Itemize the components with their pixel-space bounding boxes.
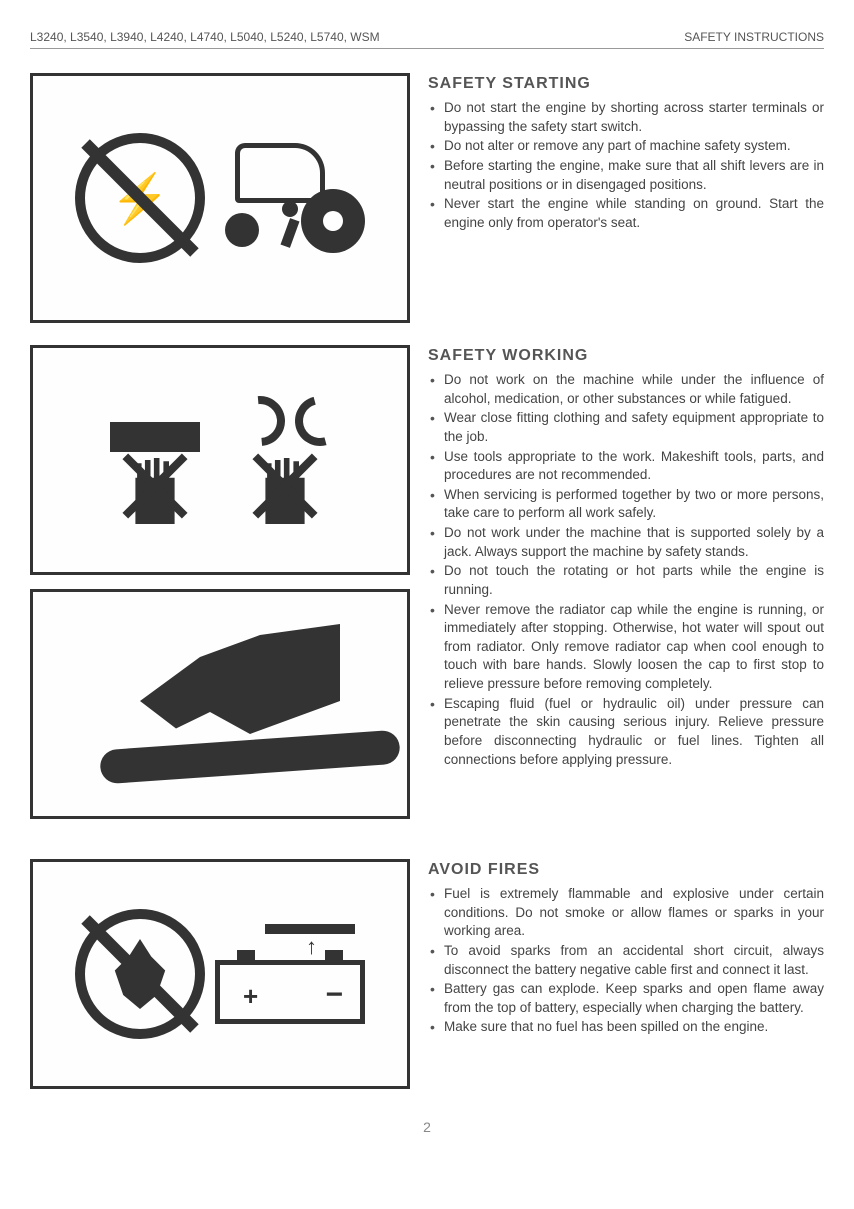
illustration-column: ⚡ [30,73,410,323]
header-left: L3240, L3540, L3940, L4240, L4740, L5040… [30,30,380,44]
text-column: AVOID FIRES Fuel is extremely flammable … [428,859,824,1089]
hand-over-hose-icon [90,624,350,784]
section-safety-starting: ⚡ SAFETY STARTING Do not start the engin… [30,73,824,323]
bullet-item: Never remove the radiator cap while the … [428,601,824,694]
bullet-item: Do not work under the machine that is su… [428,524,824,561]
bullet-item: To avoid sparks from an accidental short… [428,942,824,979]
bullet-item: Battery gas can explode. Keep sparks and… [428,980,824,1017]
battery-disconnect-icon: ↑ +− [215,924,365,1024]
illustration-no-short-start: ⚡ [30,73,410,323]
bullet-item: When servicing is performed together by … [428,486,824,523]
bullet-item: Use tools appropriate to the work. Makes… [428,448,824,485]
section-avoid-fires: ↑ +− AVOID FIRES Fuel is extremely flamm… [30,859,824,1089]
bullet-item: Escaping fluid (fuel or hydraulic oil) u… [428,695,824,770]
pto-glove-icon [100,422,210,524]
bullet-list: Do not work on the machine while under t… [428,371,824,769]
text-column: SAFETY WORKING Do not work on the machin… [428,345,824,819]
spark-icon: ⚡ [110,170,170,227]
section-heading: SAFETY WORKING [428,345,824,367]
rotating-glove-icon [230,396,340,524]
section-safety-working: SAFETY WORKING Do not work on the machin… [30,345,824,819]
prohibit-icon: ⚡ [75,133,205,263]
page-header: L3240, L3540, L3940, L4240, L4740, L5040… [30,30,824,49]
bullet-list: Do not start the engine by shorting acro… [428,99,824,232]
prohibit-icon [75,909,205,1039]
bullet-item: Do not alter or remove any part of machi… [428,137,824,156]
illustration-column [30,345,410,819]
illustration-no-gloves-rotating [30,345,410,575]
bullet-item: Do not touch the rotating or hot parts w… [428,562,824,599]
header-right: SAFETY INSTRUCTIONS [684,30,824,44]
flame-icon [112,939,168,1009]
bullet-item: Do not start the engine by shorting acro… [428,99,824,136]
illustration-column: ↑ +− [30,859,410,1089]
bullet-list: Fuel is extremely flammable and explosiv… [428,885,824,1037]
page-number: 2 [30,1119,824,1135]
tractor-runover-icon [215,143,365,253]
section-heading: AVOID FIRES [428,859,824,881]
bullet-item: Fuel is extremely flammable and explosiv… [428,885,824,941]
bullet-item: Do not work on the machine while under t… [428,371,824,408]
bullet-item: Before starting the engine, make sure th… [428,157,824,194]
illustration-no-fire-battery: ↑ +− [30,859,410,1089]
section-heading: SAFETY STARTING [428,73,824,95]
illustration-fluid-injection [30,589,410,819]
bullet-item: Make sure that no fuel has been spilled … [428,1018,824,1037]
bullet-item: Wear close fitting clothing and safety e… [428,409,824,446]
bullet-item: Never start the engine while standing on… [428,195,824,232]
text-column: SAFETY STARTING Do not start the engine … [428,73,824,323]
